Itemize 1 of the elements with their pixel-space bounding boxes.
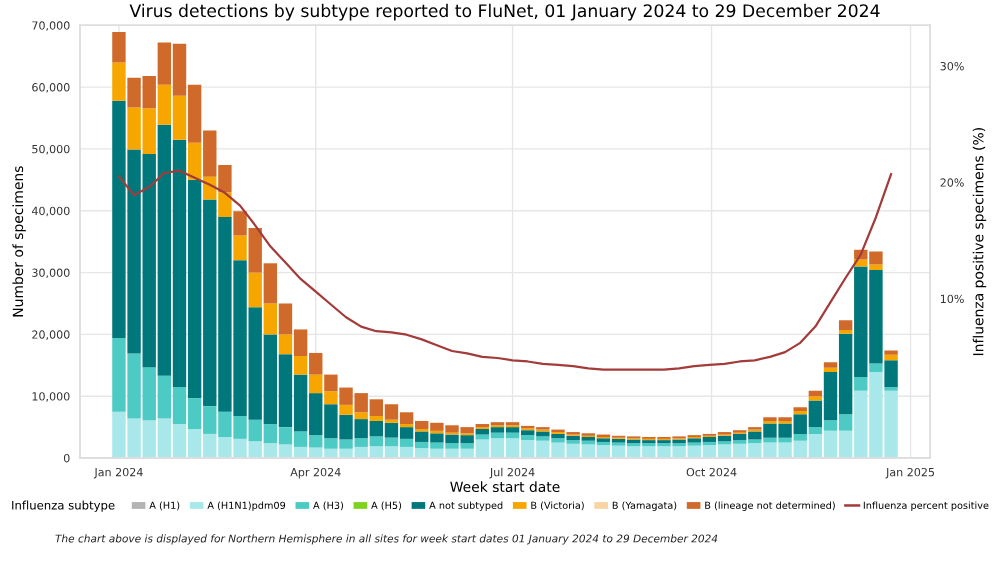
chart-title: Virus detections by subtype reported to FluNet, 01 January 2024 to 29 December 2024 — [129, 3, 880, 21]
